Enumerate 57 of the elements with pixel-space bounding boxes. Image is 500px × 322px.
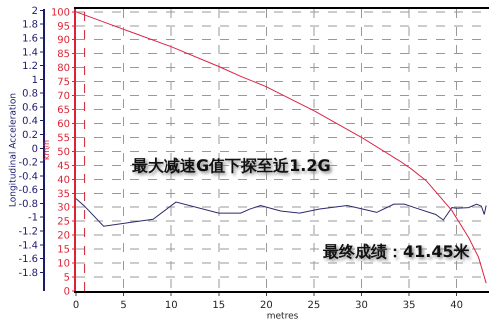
y2-tick-label: 95: [57, 21, 70, 32]
y2-tick-label: 70: [57, 91, 70, 102]
y-axis-title: Longitudinal Acceleration: [8, 92, 18, 208]
y-tick-label: -1.6: [18, 254, 38, 266]
y-tick-label: 2: [32, 6, 38, 17]
x-tick-label: 20: [260, 300, 273, 311]
y-tick-label: 0.6: [22, 102, 38, 114]
y-tick-label: 0.8: [22, 88, 38, 100]
annotation: 最终成绩：41.45米: [322, 242, 471, 261]
y2-tick-label: 50: [57, 146, 70, 158]
x-tick-label: 25: [308, 300, 320, 311]
y-tick-label: 1: [32, 74, 38, 86]
y2-tick-label: 75: [57, 77, 70, 88]
annotation: 最大减速G值下探至近1.2G: [131, 156, 331, 175]
y-tick-label: -1.8: [18, 268, 38, 279]
y-tick-label: -1.4: [18, 240, 38, 252]
y2-tick-label: 80: [57, 63, 70, 74]
x-tick-label: 15: [212, 300, 226, 311]
y2-tick-label: 35: [57, 188, 70, 200]
y-tick-label: 1.4: [22, 47, 38, 58]
y2-tick-label: 45: [57, 160, 70, 172]
x-tick-label: 40: [450, 300, 464, 311]
y-tick-label: -0.2: [18, 158, 38, 169]
y2-tick-label: 20: [57, 230, 70, 242]
y2-tick-label: 65: [57, 105, 70, 116]
y2-tick-label: 100: [50, 7, 70, 18]
y2-tick-label: 5: [64, 272, 70, 284]
y2-tick-label: 85: [57, 49, 70, 60]
x-tick-label: 35: [402, 300, 416, 311]
y-tick-label: -0.4: [18, 171, 38, 182]
y-tick-label: 1.2: [22, 61, 38, 72]
y-tick-label: -1: [28, 212, 38, 224]
x-axis-title: metres: [266, 311, 299, 322]
y-tick-label: -0.6: [18, 185, 38, 196]
line-series: [76, 198, 487, 227]
y-tick-label: 0.4: [22, 116, 38, 128]
x-tick-label: 0: [72, 300, 80, 311]
y2-axis-title: km/h: [42, 140, 52, 160]
y-tick-label: 0: [32, 144, 38, 155]
line-series: [76, 11, 487, 284]
y-tick-label: 1.6: [22, 33, 38, 44]
y-tick-label: 1.8: [22, 20, 38, 31]
y2-tick-label: 90: [57, 35, 70, 46]
y2-tick-label: 0: [64, 286, 70, 298]
y2-tick-label: 40: [57, 174, 70, 186]
y2-tick-label: 30: [57, 202, 70, 214]
x-tick-label: 30: [355, 300, 368, 311]
x-tick-label: 10: [164, 300, 178, 311]
y-tick-label: 0.2: [22, 130, 38, 141]
y-tick-label: -0.8: [18, 198, 38, 210]
x-tick-label: 5: [120, 300, 127, 311]
y-tick-label: -1.2: [18, 226, 38, 238]
y2-tick-label: 15: [57, 244, 70, 256]
y2-tick-label: 10: [57, 258, 70, 270]
y2-tick-label: 25: [57, 216, 70, 228]
y2-tick-label: 55: [57, 132, 70, 144]
y2-tick-label: 60: [57, 118, 70, 130]
